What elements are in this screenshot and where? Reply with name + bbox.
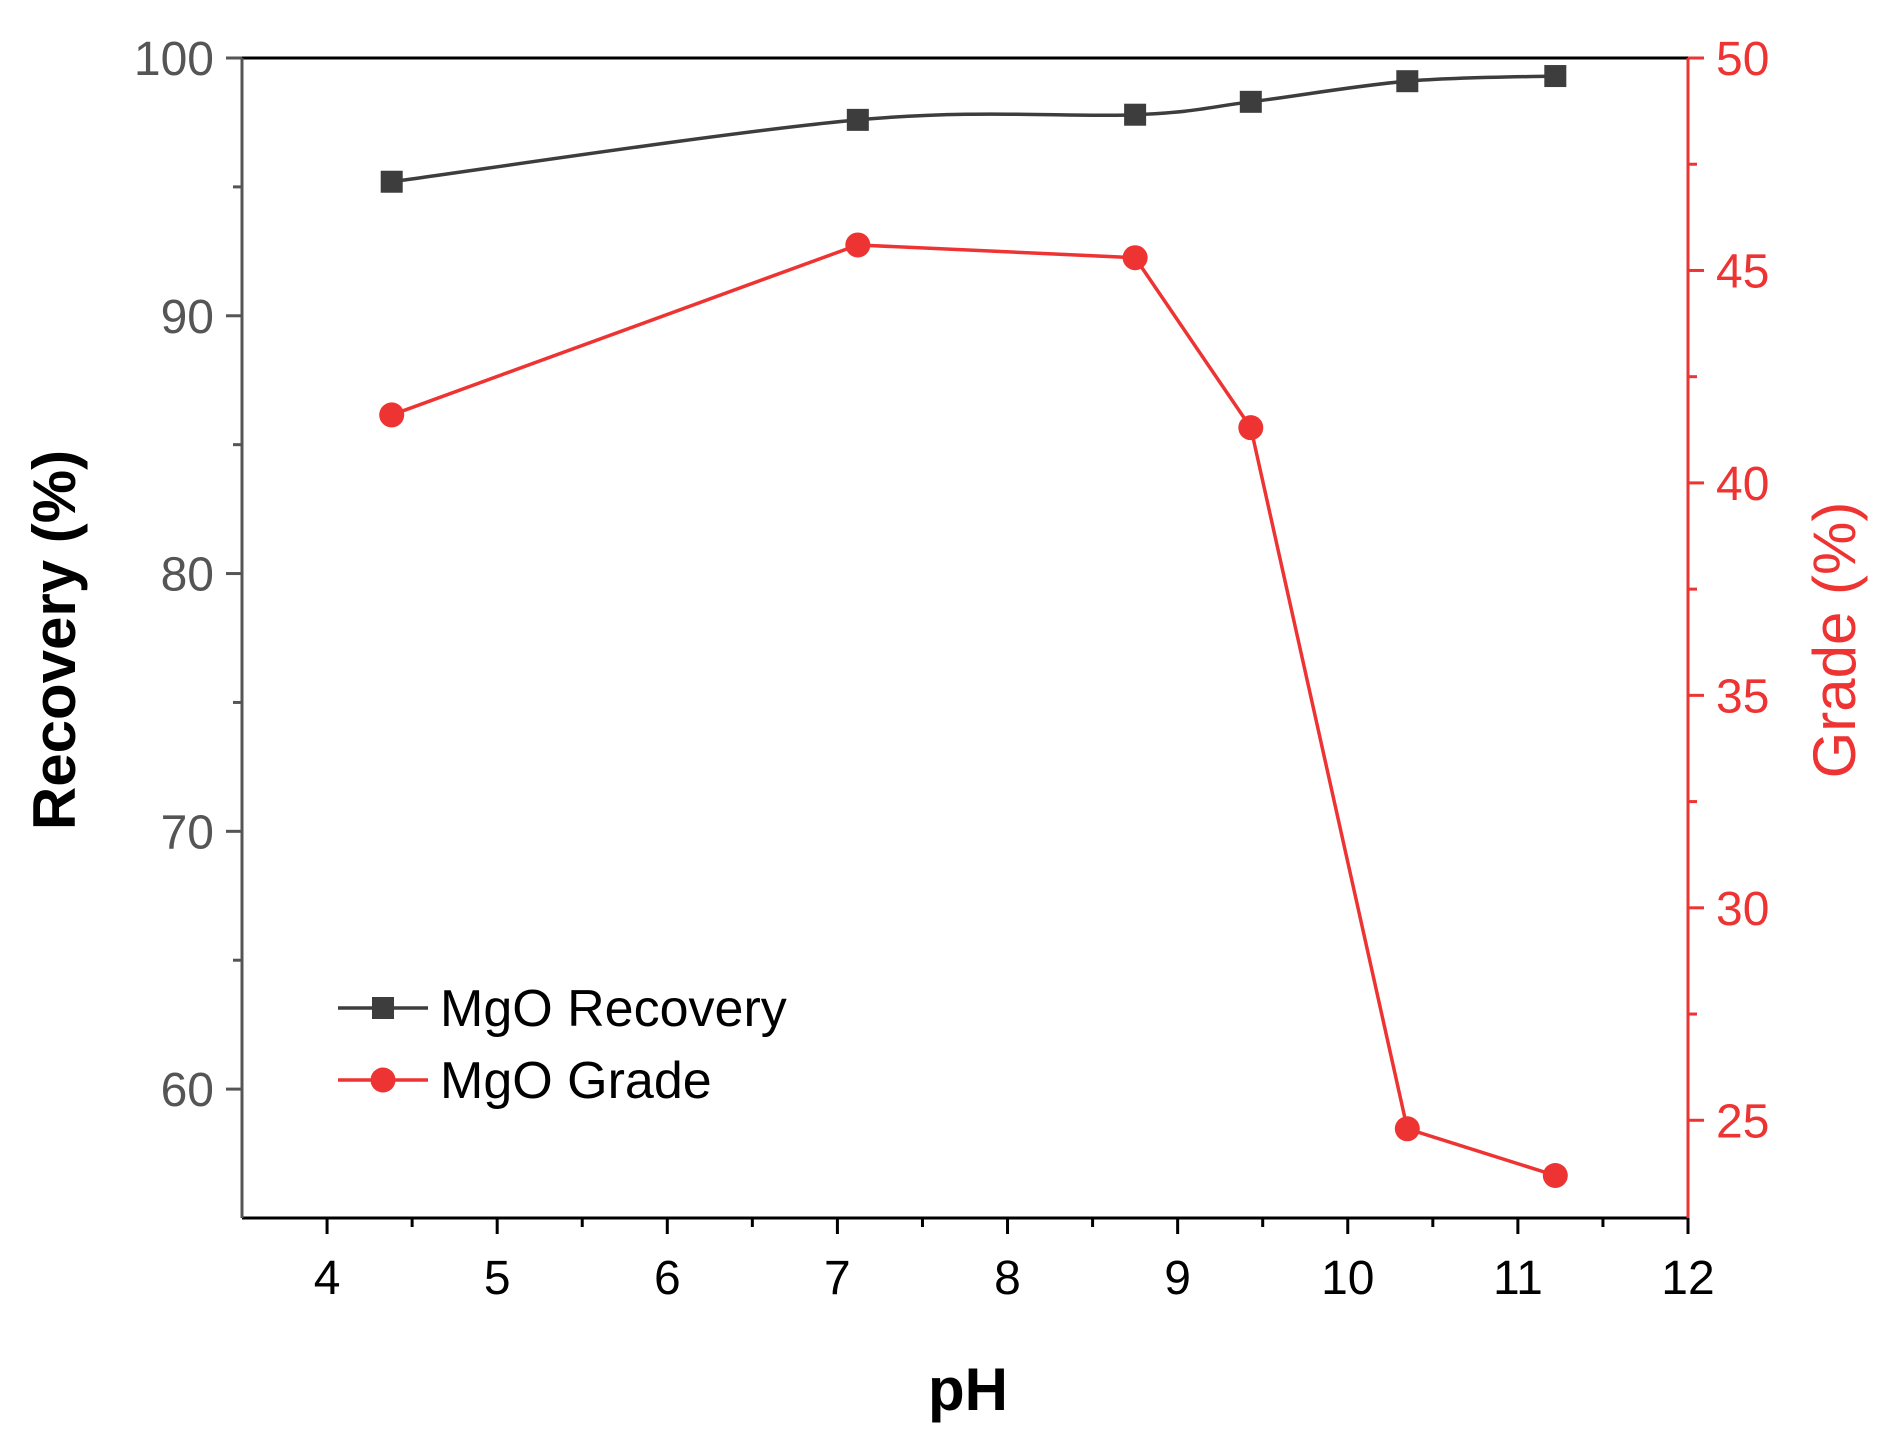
mgo-grade-point [1122,245,1148,271]
y-left-tick-label: 60 [161,1064,214,1117]
x-tick-label: 10 [1321,1252,1374,1305]
legend: MgO Recovery MgO Grade [338,980,787,1110]
y-right-tick-label: 35 [1716,670,1769,723]
x-axis-title: pH [928,1356,1008,1423]
x-tick-label: 9 [1164,1252,1191,1305]
mgo-recovery-point [846,108,869,131]
mgo-grade-point [1238,415,1264,441]
series-layer [379,65,1568,1189]
legend-mgo-grade-marker [370,1067,396,1093]
mgo-grade-point [379,402,405,428]
mgo-grade-point [1542,1163,1568,1189]
y-left-tick-label: 100 [134,33,214,86]
y-axis-left: 60 70 80 90 100 [134,33,242,1117]
mgo-grade-point [845,232,871,258]
x-tick-label: 11 [1493,1252,1543,1305]
plot-frame [240,56,1690,1220]
mgo-grade-point [1394,1116,1420,1142]
mgo-recovery-point [1544,65,1567,88]
x-tick-label: 6 [654,1252,681,1305]
x-axis: 4 5 6 7 8 9 10 11 12 [314,1218,1715,1305]
x-tick-label: 4 [314,1252,341,1305]
legend-mgo-recovery-label: MgO Recovery [440,980,787,1038]
x-tick-label: 12 [1661,1252,1714,1305]
legend-mgo-recovery-marker [372,997,394,1019]
y-right-tick-label: 40 [1716,458,1769,511]
y-right-tick-label: 50 [1716,33,1769,86]
y-left-tick-label: 90 [161,291,214,344]
mgo-recovery-point [1396,70,1419,93]
y-axis-right-title: Grade (%) [1801,502,1868,779]
mgo-recovery-line [391,74,1556,184]
y-left-tick-label: 80 [161,549,214,602]
mgo-grade-line [391,243,1556,1178]
y-left-tick-label: 70 [161,806,214,859]
mgo-recovery-point [380,170,403,193]
y-right-tick-label: 45 [1716,245,1769,298]
x-tick-label: 7 [824,1252,851,1305]
y-right-tick-label: 30 [1716,883,1769,936]
x-tick-label: 8 [994,1252,1021,1305]
x-tick-label: 5 [484,1252,511,1305]
mgo-recovery-point [1124,103,1147,126]
y-right-tick-label: 25 [1716,1095,1769,1148]
y-axis-right: 25 30 35 40 45 50 [1688,33,1769,1148]
mgo-recovery-point [1239,90,1262,113]
y-axis-left-title: Recovery (%) [21,450,88,830]
legend-mgo-grade-label: MgO Grade [440,1052,712,1110]
